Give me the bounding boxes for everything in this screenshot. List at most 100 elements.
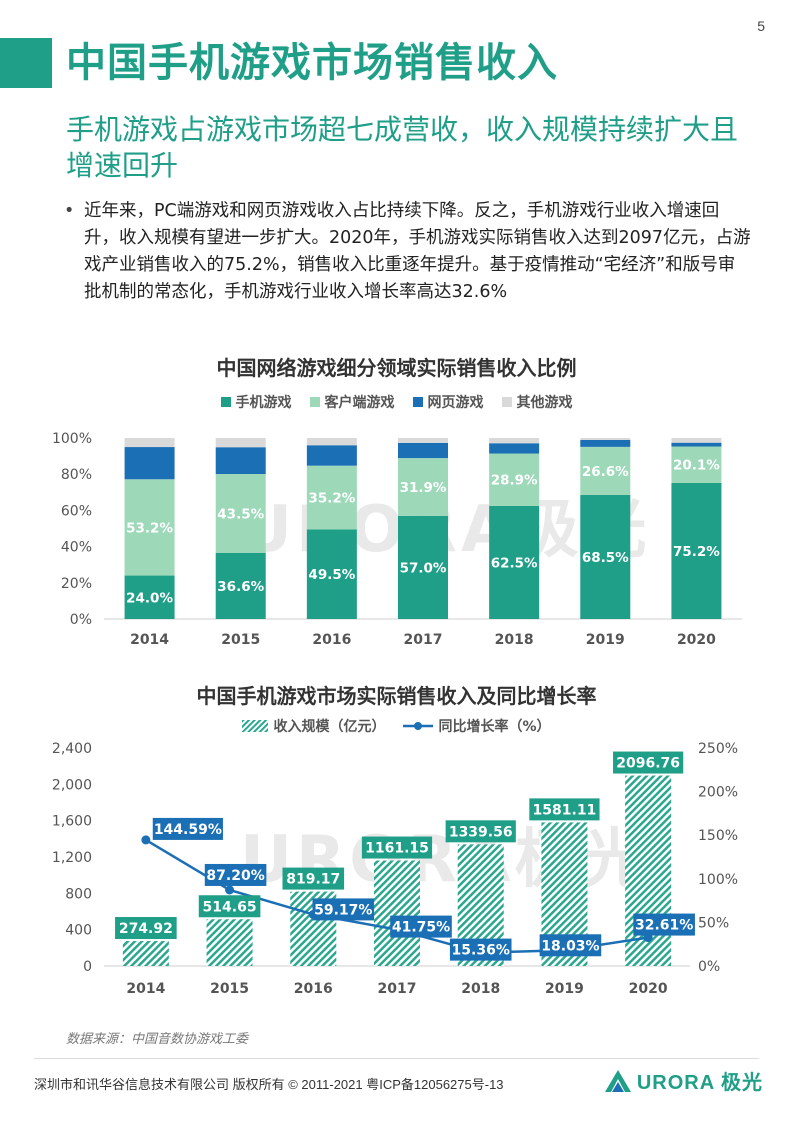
data-label: 31.9% xyxy=(400,480,447,496)
aurora-logo: URORA 极光 xyxy=(603,1066,763,1095)
growth-label: 59.17% xyxy=(312,898,375,921)
y-tick-label: 60% xyxy=(61,503,92,519)
data-label: 62.5% xyxy=(491,555,538,571)
page-number: 5 xyxy=(757,18,765,34)
bar-segment xyxy=(398,438,448,443)
growth-label: 15.36% xyxy=(449,938,512,961)
growth-label-bg xyxy=(312,898,375,921)
y-left-tick-label: 2,400 xyxy=(52,741,92,757)
bar-segment xyxy=(489,453,540,506)
footer-copyright: 深圳市和讯华谷信息技术有限公司 版权所有 © 2011-2021 粤ICP备12… xyxy=(34,1077,504,1092)
legend-item: 客户端游戏 xyxy=(309,392,395,412)
revenue-label-text: 1339.56 xyxy=(449,824,513,840)
y-tick-label: 20% xyxy=(61,576,92,592)
y-left-tick-label: 1,200 xyxy=(52,850,92,866)
growth-point xyxy=(225,885,235,895)
legend-label: 同比增长率（%） xyxy=(438,719,551,735)
growth-label: 144.59% xyxy=(152,817,223,840)
y-tick-label: 40% xyxy=(61,540,92,556)
x-tick-label: 2019 xyxy=(545,981,584,997)
bar-segment xyxy=(580,446,631,496)
bar-segment xyxy=(306,465,357,530)
data-label: 75.2% xyxy=(673,544,720,560)
growth-label-bg xyxy=(390,915,452,938)
revenue-label-text: 1581.11 xyxy=(533,802,597,818)
legend-swatch xyxy=(412,397,423,407)
legend-item: 手机游戏 xyxy=(220,392,292,412)
growth-label-bg xyxy=(204,863,267,886)
revenue-bar xyxy=(122,941,169,966)
revenue-bar xyxy=(374,860,420,966)
bar-segment xyxy=(398,515,448,619)
legend-swatch xyxy=(309,397,320,407)
legend-line-swatch xyxy=(403,722,434,730)
bar-segment xyxy=(306,445,357,466)
bar-segment xyxy=(215,552,266,619)
chart1-title: 中国网络游戏细分领域实际销售收入比例 xyxy=(216,356,577,380)
data-label: 68.5% xyxy=(582,550,629,566)
x-tick-label: 2017 xyxy=(378,981,417,997)
revenue-label-text: 1161.15 xyxy=(365,841,429,857)
revenue-label-bg xyxy=(282,867,345,890)
revenue-label: 1161.15 xyxy=(361,836,433,859)
revenue-label-bg xyxy=(198,895,261,918)
y-right-tick-label: 100% xyxy=(698,872,738,888)
growth-label-text: 15.36% xyxy=(452,943,510,959)
bar-segment xyxy=(215,447,266,475)
revenue-label-text: 274.92 xyxy=(119,921,173,937)
bar-segment xyxy=(489,443,540,454)
legend-label: 网页游戏 xyxy=(427,395,484,411)
revenue-label: 819.17 xyxy=(282,867,345,890)
bar-segment xyxy=(398,442,448,459)
y-right-tick-label: 150% xyxy=(698,828,738,844)
bar-segment xyxy=(489,505,540,619)
data-label: 20.1% xyxy=(673,458,720,474)
y-tick-label: 0% xyxy=(70,612,92,628)
growth-label-bg xyxy=(449,938,512,961)
y-right-tick-label: 250% xyxy=(698,741,738,757)
bar-segment xyxy=(489,438,540,444)
aurora-logo-icon xyxy=(604,1069,631,1092)
x-tick-label: 2016 xyxy=(312,632,351,648)
subtitle: 手机游戏占游戏市场超七成营收，收入规模持续扩大且增速回升 xyxy=(66,113,739,182)
bar-line-chart: 0 400 800 1,200 1,600 2,000 2,400 0% 50% 100% 150%… xyxy=(52,741,738,997)
x-tick-label: 2015 xyxy=(210,981,249,997)
bar-segment xyxy=(580,439,631,447)
bar-segment xyxy=(215,438,266,448)
y-right-tick-label: 200% xyxy=(698,785,738,801)
data-label: 26.6% xyxy=(582,464,629,480)
y-left-tick-label: 1,600 xyxy=(52,814,92,830)
bullet-paragraph: 近年来，PC端游戏和网页游戏收入占比持续下降。反之，手机游戏行业收入增速回升，收… xyxy=(62,198,752,306)
bar-segment xyxy=(306,438,357,446)
growth-label: 41.75% xyxy=(390,915,452,938)
revenue-label-bg xyxy=(613,751,684,774)
stacked-bar-chart: 0% 20% 40% 60% 80% 100% 24.0% 53.2% 2014 36.6% 43.… xyxy=(52,431,742,648)
growth-point xyxy=(141,835,151,845)
revenue-label: 514.65 xyxy=(198,895,261,918)
growth-label: 18.03% xyxy=(539,934,602,957)
growth-label-text: 18.03% xyxy=(541,938,599,954)
x-tick-label: 2020 xyxy=(677,632,716,648)
bar-segment xyxy=(398,458,448,516)
y-tick-label: 100% xyxy=(52,431,92,447)
data-label: 28.9% xyxy=(491,473,538,489)
revenue-label: 274.92 xyxy=(115,917,177,940)
growth-label-bg xyxy=(633,913,695,936)
revenue-label-bg xyxy=(361,836,433,859)
growth-label: 87.20% xyxy=(204,863,267,886)
x-tick-label: 2015 xyxy=(221,632,260,648)
legend-item: 其他游戏 xyxy=(501,392,573,412)
bar-segment xyxy=(124,575,175,619)
revenue-label: 2096.76 xyxy=(613,751,684,774)
bar-segment xyxy=(215,474,266,553)
legend-label: 收入规模（亿元） xyxy=(273,719,386,735)
data-label: 49.5% xyxy=(308,567,355,583)
x-tick-label: 2018 xyxy=(461,981,500,997)
legend-item-line: 同比增长率（%） xyxy=(403,716,551,736)
legend-swatch xyxy=(501,397,512,407)
bar-segment xyxy=(671,438,722,443)
growth-label-bg xyxy=(539,934,602,957)
data-label: 35.2% xyxy=(308,491,355,507)
y-left-tick-label: 0 xyxy=(83,959,92,975)
revenue-label: 1581.11 xyxy=(529,798,600,821)
